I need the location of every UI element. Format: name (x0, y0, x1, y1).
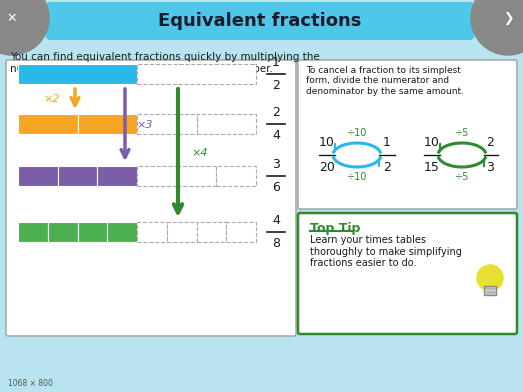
Bar (137, 166, 177, 186)
FancyBboxPatch shape (6, 60, 296, 336)
Bar (177, 166, 217, 186)
Text: You can find equivalent fractions quickly by multiplying the
numerator and denom: You can find equivalent fractions quickl… (10, 52, 320, 74)
Text: 1: 1 (272, 56, 280, 69)
Text: 2: 2 (486, 136, 494, 149)
Text: 4: 4 (272, 129, 280, 142)
Text: ×4: ×4 (192, 148, 208, 158)
Bar (137, 64, 256, 84)
Bar (137, 222, 167, 242)
FancyBboxPatch shape (298, 213, 517, 334)
Text: To cancel a fraction to its simplest
form, divide the numerator and
denominator : To cancel a fraction to its simplest for… (306, 66, 464, 96)
Bar (484, 286, 496, 295)
Circle shape (477, 265, 503, 291)
Text: 1068 × 800: 1068 × 800 (8, 379, 53, 388)
Bar (18, 222, 48, 242)
Text: 3: 3 (486, 161, 494, 174)
Text: ✕: ✕ (7, 11, 17, 25)
Bar (58, 166, 97, 186)
Bar (107, 222, 137, 242)
Bar (197, 222, 226, 242)
Bar (137, 114, 197, 134)
Text: ×3: ×3 (137, 120, 153, 130)
Bar (18, 166, 58, 186)
Text: 3: 3 (272, 158, 280, 171)
Text: ÷5: ÷5 (455, 128, 469, 138)
Text: 2: 2 (272, 106, 280, 119)
Bar (197, 114, 256, 134)
Bar (226, 222, 256, 242)
Text: 10: 10 (424, 136, 440, 149)
Text: ❯: ❯ (503, 11, 513, 25)
Bar (77, 114, 137, 134)
Text: 2: 2 (272, 79, 280, 92)
Bar (18, 114, 77, 134)
Text: Learn your times tables
thoroughly to make simplifying
fractions easier to do.: Learn your times tables thoroughly to ma… (310, 235, 462, 268)
Text: 2: 2 (383, 161, 391, 174)
Text: ÷10: ÷10 (347, 128, 367, 138)
Text: 6: 6 (272, 181, 280, 194)
Text: 8: 8 (272, 237, 280, 250)
Text: ÷5: ÷5 (455, 172, 469, 182)
Text: 15: 15 (424, 161, 440, 174)
Text: ÷10: ÷10 (347, 172, 367, 182)
FancyBboxPatch shape (46, 2, 474, 40)
Bar (77, 222, 107, 242)
Bar (167, 222, 197, 242)
Bar (18, 64, 137, 84)
Text: 10: 10 (319, 136, 335, 149)
Text: Top Tip: Top Tip (310, 222, 360, 235)
Text: Equivalent fractions: Equivalent fractions (158, 12, 362, 30)
FancyBboxPatch shape (298, 60, 517, 209)
Bar (97, 166, 137, 186)
Text: 20: 20 (319, 161, 335, 174)
Text: ×2: ×2 (44, 94, 60, 104)
Bar (217, 166, 256, 186)
Text: 1: 1 (383, 136, 391, 149)
Text: 4: 4 (272, 214, 280, 227)
Bar (48, 222, 77, 242)
